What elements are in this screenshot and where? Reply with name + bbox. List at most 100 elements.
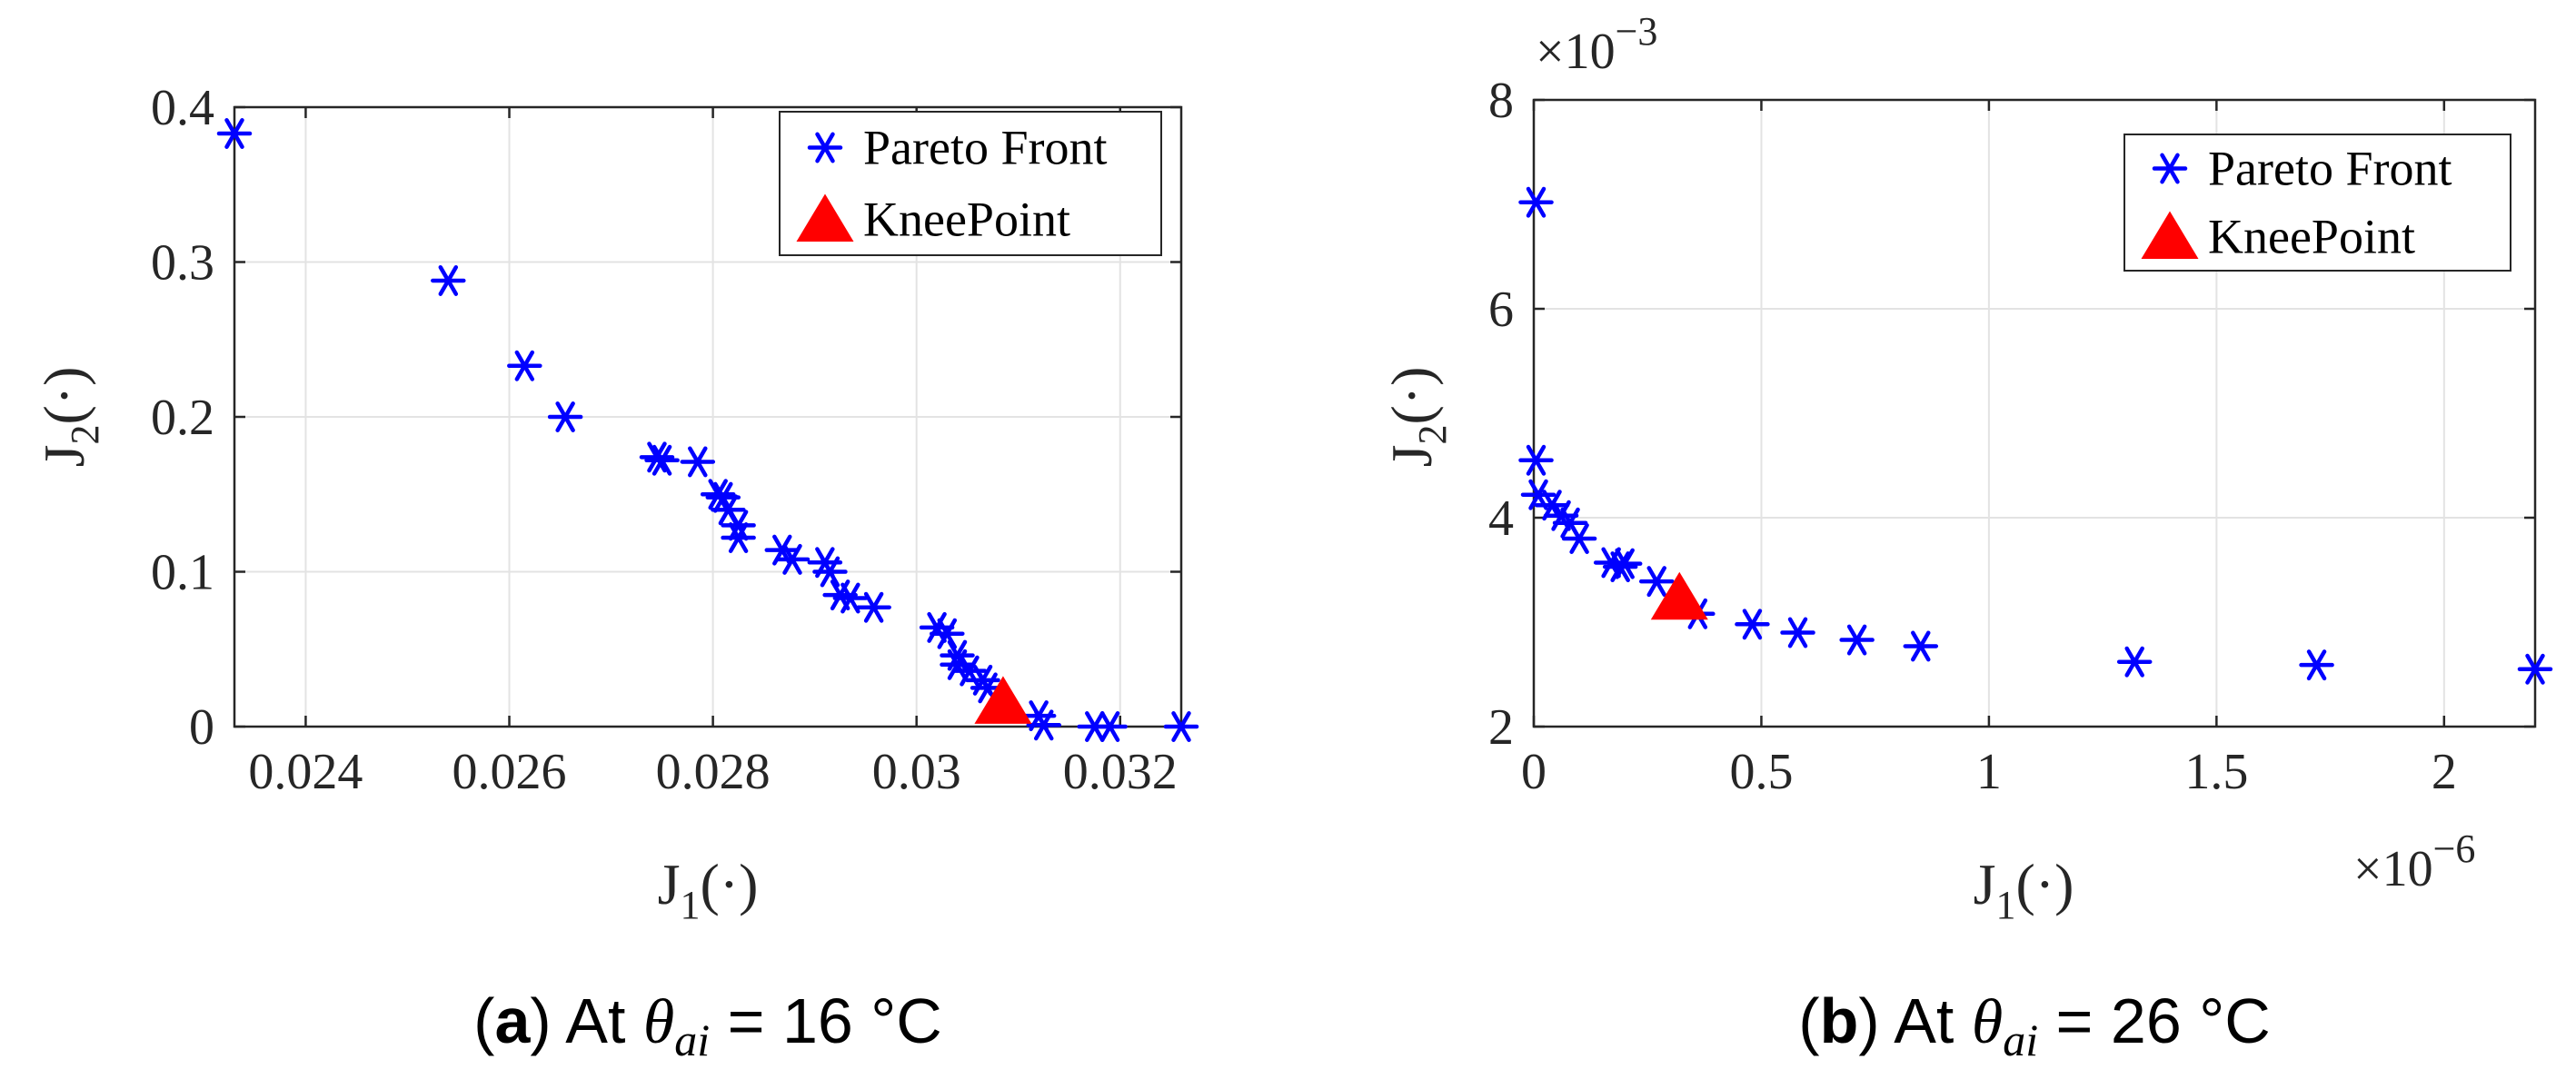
data-point (644, 444, 680, 476)
y-tick-label: 0.3 (151, 235, 214, 292)
y-tick-label: 0.2 (151, 390, 214, 446)
marker-stroke (688, 446, 708, 478)
y-tick-label: 8 (1488, 73, 1514, 129)
data-point (1561, 523, 1597, 554)
marker-stroke (1528, 479, 1548, 510)
marker-stroke (1846, 624, 1867, 656)
marker-stroke (224, 118, 244, 149)
x-tick-label: 1.5 (2184, 744, 2248, 800)
data-point (1780, 617, 1815, 648)
legend-marker-triangle (796, 193, 854, 242)
marker-stroke (782, 543, 802, 575)
subfigure-caption-b: (b) At θai = 26 °C (1798, 985, 2271, 1065)
data-point (1606, 548, 1643, 579)
data-point (1518, 186, 1554, 218)
marker-stroke (1610, 551, 1630, 583)
chart-panel-a: 0.024 0.026 0.028 0.03 0.032 0 0.1 0.2 0.3 0.4 J1(… (32, 80, 1199, 1065)
marker-stroke (1911, 630, 1931, 662)
marker-stroke (651, 444, 672, 476)
data-point (1735, 609, 1770, 640)
marker-stroke (1615, 548, 1635, 579)
data-point (2517, 653, 2553, 685)
marker-stroke (708, 479, 728, 510)
marker-stroke (1787, 617, 1808, 648)
marker-stroke (718, 494, 739, 526)
data-point (680, 446, 716, 478)
y-tick-label: 4 (1488, 490, 1514, 547)
y-tick-label: 6 (1488, 282, 1514, 338)
legend-label: Pareto Front (2208, 142, 2452, 196)
data-point (812, 556, 848, 588)
marker-stroke (1742, 609, 1763, 640)
plot-frame-b (1532, 98, 2537, 728)
data-point (547, 401, 583, 432)
y-exponent-label: ×10−3 (1536, 9, 1657, 80)
data-point (856, 591, 891, 623)
x-tick-label: 0.032 (1063, 744, 1178, 800)
legend-label: Pareto Front (863, 121, 1107, 175)
marker-stroke (514, 350, 535, 381)
data-point (431, 264, 466, 296)
legend-marker-triangle (2141, 211, 2199, 259)
marker-stroke (2124, 646, 2144, 678)
legend-b: Pareto Front KneePoint (2123, 134, 2511, 272)
data-point (1903, 630, 1939, 662)
marker-stroke (647, 441, 667, 473)
y-tick-label: 2 (1488, 699, 1514, 756)
marker-stroke (2306, 649, 2327, 681)
chart-panel-b: 0 0.5 1 1.5 2 2 4 6 8 ×10−3 ×10−6 J1(·) J2(·) Pareto … (1379, 9, 2553, 1065)
marker-stroke (927, 611, 947, 643)
marker-stroke (1560, 507, 1580, 539)
marker-stroke (2525, 653, 2545, 685)
y-axis-label: J2(·) (1379, 367, 1455, 468)
data-point (832, 582, 869, 614)
series-pareto-front (216, 118, 1199, 742)
legend-marker-asterisk (2152, 153, 2188, 184)
data-point (774, 543, 811, 575)
data-point (1026, 709, 1061, 741)
data-point (721, 510, 756, 541)
y-tick-label: 0 (189, 699, 214, 756)
data-point (507, 350, 542, 381)
data-point (639, 441, 675, 473)
marker-stroke (815, 132, 835, 163)
legend-box (779, 111, 1162, 256)
marker-stroke (960, 655, 980, 687)
data-point (216, 118, 253, 149)
data-point (2299, 649, 2334, 681)
x-tick-label: 0 (1521, 744, 1547, 800)
data-point (2116, 646, 2153, 678)
x-tick-label: 0.024 (248, 744, 363, 800)
data-point (1163, 711, 1199, 742)
x-exponent-label: ×10−6 (2353, 827, 2475, 897)
marker-stroke (2160, 153, 2180, 184)
x-tick-label: 1 (1976, 744, 2002, 800)
series-kneepoint (974, 676, 1032, 724)
y-tick-label: 0.1 (151, 545, 214, 601)
legend-label: KneePoint (2208, 210, 2415, 264)
marker-stroke (863, 591, 884, 623)
series-kneepoint (1650, 571, 1708, 620)
marker-stroke (1526, 186, 1547, 218)
marker-stroke (555, 401, 575, 432)
x-tick-label: 0.03 (872, 744, 961, 800)
marker-stroke (728, 522, 749, 553)
marker-stroke (820, 556, 840, 588)
data-point (1518, 444, 1554, 476)
marker-stroke (937, 618, 958, 649)
marker-stroke (1526, 444, 1547, 476)
x-tick-label: 0.028 (656, 744, 771, 800)
data-point (1092, 711, 1128, 742)
legend-a: Pareto Front KneePoint (779, 111, 1162, 256)
x-axis-label: J1(·) (658, 852, 759, 927)
x-axis-label: J1(·) (1974, 852, 2074, 927)
marker-stroke (438, 264, 459, 296)
marker-stroke (1171, 711, 1191, 742)
marker-stroke (1099, 711, 1120, 742)
data-point (1602, 551, 1638, 583)
marker-stroke (840, 582, 860, 614)
y-tick-label: 0.4 (151, 80, 214, 136)
marker-stroke (728, 510, 749, 541)
data-point (721, 522, 756, 553)
